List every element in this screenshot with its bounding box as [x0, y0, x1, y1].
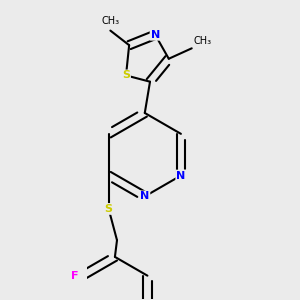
Text: F: F	[71, 271, 79, 281]
Text: CH₃: CH₃	[101, 16, 119, 26]
Text: N: N	[140, 191, 149, 201]
Text: CH₃: CH₃	[194, 36, 212, 46]
Text: S: S	[122, 70, 130, 80]
Text: N: N	[151, 30, 160, 40]
Text: N: N	[176, 171, 185, 181]
Text: S: S	[105, 204, 113, 214]
